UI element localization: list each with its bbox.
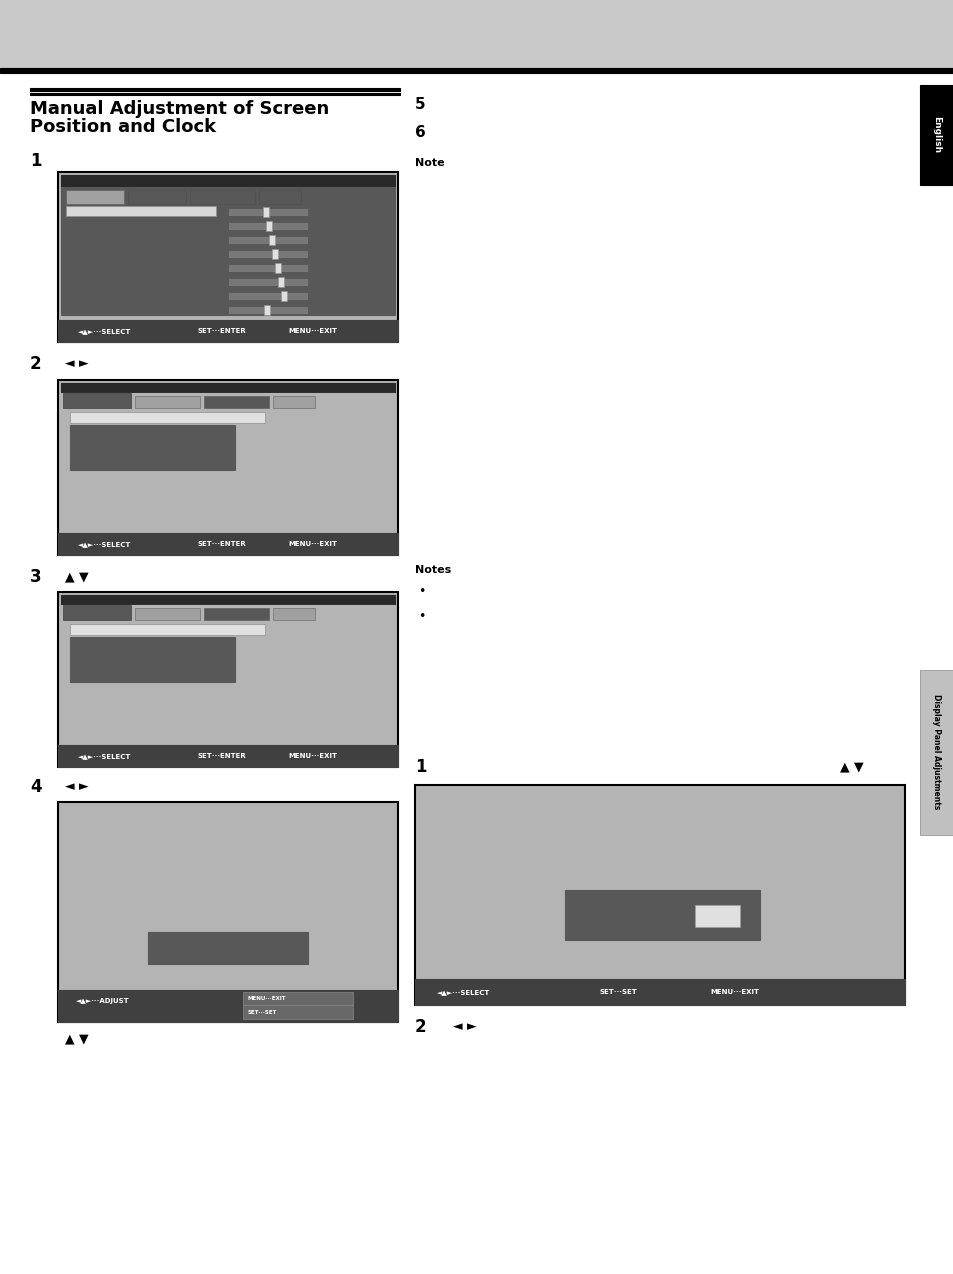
Bar <box>228 250 308 259</box>
Text: ◄▲►···SELECT: ◄▲►···SELECT <box>78 327 132 334</box>
Text: English: English <box>931 116 941 154</box>
Bar <box>228 222 308 231</box>
Bar <box>273 608 314 620</box>
Text: MENU···EXIT: MENU···EXIT <box>288 327 336 334</box>
Text: 2: 2 <box>415 1018 426 1036</box>
Bar <box>415 785 904 1005</box>
Bar <box>228 278 308 285</box>
Bar <box>919 670 953 834</box>
Text: ◄ ►: ◄ ► <box>65 780 89 792</box>
Bar <box>228 264 308 273</box>
Bar <box>281 290 287 301</box>
Bar <box>269 234 274 245</box>
Bar <box>277 276 284 287</box>
Text: ◄▲►···ADJUST: ◄▲►···ADJUST <box>76 998 130 1004</box>
Bar <box>135 396 200 408</box>
Bar <box>266 220 272 231</box>
Bar <box>0 68 953 73</box>
Text: ◄ ►: ◄ ► <box>65 357 89 369</box>
Bar <box>30 93 399 96</box>
Bar <box>58 592 397 767</box>
Text: MENU···EXIT: MENU···EXIT <box>709 989 759 995</box>
Text: Notes: Notes <box>415 564 451 575</box>
Bar <box>58 803 397 1022</box>
Bar <box>135 608 200 620</box>
Text: ◄▲►···SELECT: ◄▲►···SELECT <box>78 541 132 547</box>
Text: ▲ ▼: ▲ ▼ <box>65 1032 89 1045</box>
Bar <box>148 933 308 964</box>
Bar <box>274 262 281 273</box>
Bar <box>61 595 395 605</box>
Bar <box>228 236 308 245</box>
Bar <box>61 187 395 315</box>
Text: 3: 3 <box>30 568 42 586</box>
Text: Manual Adjustment of Screen: Manual Adjustment of Screen <box>30 99 329 118</box>
Bar <box>415 978 904 1005</box>
Bar <box>0 0 953 68</box>
Text: •: • <box>417 585 425 598</box>
Bar <box>204 608 269 620</box>
Bar <box>70 412 265 423</box>
Bar <box>273 396 314 408</box>
Bar <box>695 905 740 927</box>
Bar <box>264 304 270 315</box>
Text: 5: 5 <box>415 97 425 112</box>
Text: ◄ ►: ◄ ► <box>453 1020 476 1033</box>
Bar <box>58 172 397 341</box>
Text: 6: 6 <box>415 125 425 140</box>
Text: SET···ENTER: SET···ENTER <box>198 541 247 547</box>
Bar <box>70 426 234 470</box>
Bar <box>61 383 395 392</box>
Text: MENU···EXIT: MENU···EXIT <box>288 541 336 547</box>
Text: SET···SET: SET···SET <box>599 989 638 995</box>
Bar <box>204 396 269 408</box>
Bar <box>58 745 397 767</box>
Bar <box>564 891 760 940</box>
Bar <box>58 533 397 555</box>
Text: 1: 1 <box>415 758 426 776</box>
Text: Position and Clock: Position and Clock <box>30 118 216 136</box>
Text: ▲ ▼: ▲ ▼ <box>840 761 862 773</box>
Bar <box>243 992 353 1005</box>
Bar <box>66 206 215 217</box>
Bar <box>228 306 308 313</box>
Bar <box>61 605 395 741</box>
Bar <box>272 248 277 259</box>
Bar <box>70 637 234 682</box>
Bar <box>190 190 254 204</box>
Text: Display Panel Adjustments: Display Panel Adjustments <box>931 694 941 810</box>
Bar <box>58 320 397 341</box>
Bar <box>58 990 397 1022</box>
Bar <box>258 190 301 204</box>
Bar <box>228 208 308 217</box>
Text: Note: Note <box>415 158 444 168</box>
Text: ▲ ▼: ▲ ▼ <box>65 569 89 583</box>
Bar <box>66 190 124 204</box>
Text: SET···SET: SET···SET <box>248 1009 277 1014</box>
Bar <box>243 1005 353 1019</box>
Text: SET···ENTER: SET···ENTER <box>198 327 247 334</box>
Text: ◄▲►···SELECT: ◄▲►···SELECT <box>78 753 132 759</box>
Bar <box>128 190 186 204</box>
Bar <box>263 206 269 217</box>
Bar <box>63 605 131 620</box>
Bar <box>30 88 399 90</box>
Bar <box>61 392 395 530</box>
Bar <box>61 175 395 187</box>
Text: MENU···EXIT: MENU···EXIT <box>288 753 336 759</box>
Text: SET···ENTER: SET···ENTER <box>198 753 247 759</box>
Text: 2: 2 <box>30 355 42 373</box>
Bar <box>70 624 265 634</box>
Text: 4: 4 <box>30 778 42 796</box>
Bar <box>58 380 397 555</box>
Text: ◄▲►···SELECT: ◄▲►···SELECT <box>436 989 490 995</box>
Text: •: • <box>417 610 425 623</box>
Text: MENU···EXIT: MENU···EXIT <box>248 995 286 1000</box>
Text: 1: 1 <box>30 152 42 169</box>
Bar <box>228 292 308 299</box>
Bar <box>63 392 131 408</box>
Bar <box>919 85 953 185</box>
